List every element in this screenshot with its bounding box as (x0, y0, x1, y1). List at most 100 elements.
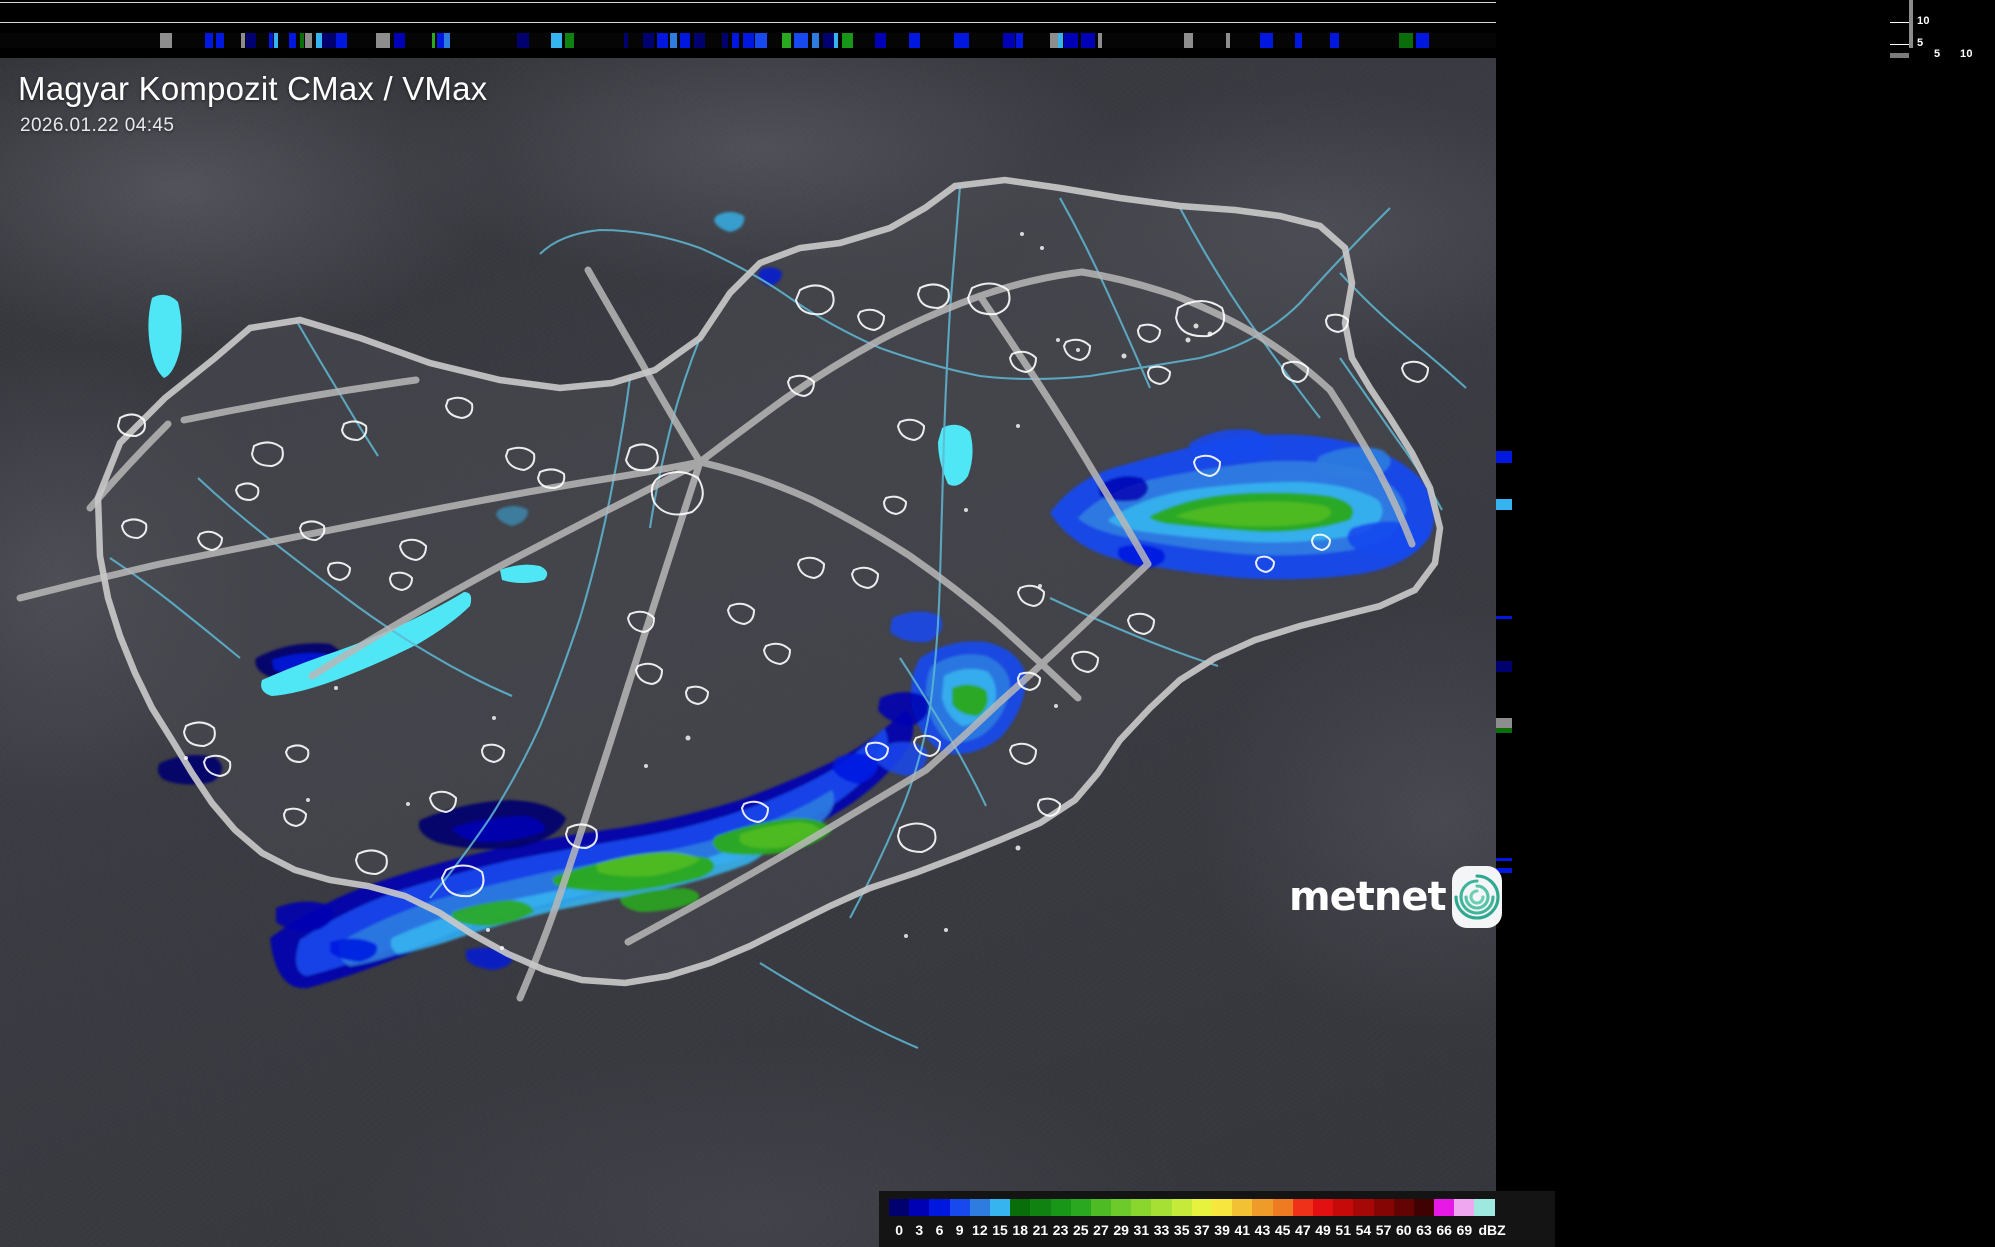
vmax-echo-pixel (1496, 661, 1512, 672)
axis-label-horizontal-10: 10 (1960, 48, 1973, 60)
vmax-echo-pixel (1399, 33, 1413, 48)
vmax-echo-pixel (1003, 33, 1015, 48)
colorbar-tick-label: 23 (1052, 1222, 1069, 1238)
vmax-echo-pixel (444, 33, 450, 48)
colorbar-swatch (1312, 1199, 1334, 1216)
colorbar-tick-label: 41 (1234, 1222, 1251, 1238)
colorbar-tick-label: 49 (1315, 1222, 1331, 1238)
vmax-echo-pixel (1496, 718, 1512, 728)
colorbar-tick-label: 63 (1416, 1222, 1432, 1238)
axis-tick-10 (1890, 22, 1909, 23)
colorbar-swatch (1434, 1199, 1455, 1216)
colorbar-swatch (929, 1199, 950, 1216)
colorbar-swatch (1353, 1199, 1374, 1216)
vmax-echo-pixel (274, 33, 278, 48)
cross-section-axes: 10 5 5 10 (1890, 0, 1995, 62)
colorbar-tick-label: 15 (992, 1222, 1008, 1238)
colorbar-gradient (889, 1199, 1495, 1216)
vmax-echo-pixel (1064, 33, 1078, 48)
colorbar-tick-label: 45 (1274, 1222, 1291, 1238)
colorbar-tick-label: 54 (1355, 1222, 1372, 1238)
vmax-echo-pixel (722, 33, 728, 48)
colorbar-tick-label: 39 (1214, 1222, 1230, 1238)
vmax-echo-pixel (694, 33, 705, 48)
settlement-dots (184, 232, 1213, 950)
vmax-echo-pixel (954, 33, 960, 48)
vmax-echo-pixel (216, 33, 224, 48)
vmax-echo-pixel (812, 33, 819, 48)
colorbar-swatch (1474, 1199, 1495, 1216)
colorbar-swatch (1030, 1199, 1051, 1216)
colorbar-tick-label: 66 (1436, 1222, 1452, 1238)
colorbar-tick-label: 35 (1173, 1222, 1190, 1238)
vmax-echo-pixel (376, 33, 390, 48)
vmax-echo-pixel (1184, 33, 1193, 48)
vmax-echo-pixel (624, 33, 628, 48)
vmax-echo-pixel (823, 33, 834, 48)
colorbar-tick-label: 37 (1194, 1222, 1210, 1238)
vmax-echo-pixel (1496, 868, 1512, 873)
axis-label-horizontal-5: 5 (1934, 48, 1941, 60)
vmax-echo-pixel (1496, 499, 1512, 510)
vmax-echo-pixel (732, 33, 739, 48)
vmax-echo-pixel (1098, 33, 1102, 48)
colorbar-swatch (889, 1199, 910, 1216)
vmax-echo-pixel (316, 33, 322, 48)
colorbar-swatch (1333, 1199, 1354, 1216)
vmax-echo-pixel (1496, 858, 1512, 861)
vmax-echo-pixel (322, 33, 336, 48)
colorbar-swatch (969, 1199, 990, 1216)
axis-label-vertical-10: 10 (1917, 15, 1930, 27)
metnet-logo[interactable]: metnet (1283, 861, 1502, 933)
vmax-echo-pixel (1496, 728, 1512, 733)
vmax-echo-pixel (1416, 33, 1429, 48)
colorbar-tick-label: 18 (1012, 1222, 1028, 1238)
vmax-echo-pixel (241, 33, 245, 48)
colorbar-swatch (1454, 1199, 1475, 1216)
axis-label-vertical-5: 5 (1917, 37, 1924, 49)
brand-name: metnet (1289, 874, 1447, 920)
vmax-echo-pixel (782, 33, 791, 48)
colorbar-swatch (1393, 1199, 1414, 1216)
colorbar-swatch (989, 1199, 1011, 1216)
vmax-echo-pixel (246, 33, 256, 48)
vmax-echo-pixel (1081, 33, 1095, 48)
vmax-echo-pixel (909, 33, 920, 48)
vmax-echo-pixel (205, 33, 213, 48)
radar-map[interactable] (0, 58, 1496, 1247)
dbz-colorbar: 0 3 6 9 12 15 18 21 23 25 27 29 31 33 35 37 39 41 43 45 47 49… (879, 1191, 1555, 1247)
colorbar-tick-label: 47 (1295, 1222, 1311, 1238)
vmax-echo-pixel (743, 33, 754, 48)
colorbar-swatch (1010, 1199, 1031, 1216)
vmax-echo-pixel (336, 33, 347, 48)
colorbar-swatch (1212, 1199, 1233, 1216)
colorbar-swatch (1232, 1199, 1253, 1216)
colorbar-swatch (1272, 1199, 1293, 1216)
vmax-echo-pixel (305, 33, 312, 48)
vmax-echo-pixel (565, 33, 574, 48)
vmax-echo-pixel (875, 33, 886, 48)
colorbar-tick-label: 57 (1375, 1222, 1392, 1238)
axis-baseline (1890, 53, 1909, 58)
vmax-echo-pixel (680, 33, 690, 48)
colorbar-tick-label: 43 (1254, 1222, 1271, 1238)
vmax-echo-pixel (289, 33, 296, 48)
vmax-echo-pixel (160, 33, 172, 48)
colorbar-swatch (1151, 1199, 1172, 1216)
vmax-echo-pixel (517, 33, 529, 48)
vmax-echo-pixel (300, 33, 304, 48)
colorbar-swatch (909, 1199, 930, 1216)
colorbar-tick-label: 31 (1133, 1222, 1150, 1238)
colorbar-swatch (1131, 1199, 1152, 1216)
colorbar-swatch (1050, 1199, 1071, 1216)
colorbar-swatch (1292, 1199, 1313, 1216)
timestamp-label: 2026.01.22 04:45 (20, 115, 175, 136)
colorbar-tick-label: 9 (955, 1222, 964, 1238)
vmax-echo-pixel (1295, 33, 1302, 48)
colorbar-tick-label: 33 (1153, 1222, 1170, 1238)
colorbar-tick-label: 21 (1032, 1222, 1049, 1238)
spiral-app-icon[interactable] (1451, 866, 1502, 928)
colorbar-tick-label: 3 (915, 1222, 924, 1238)
vmax-echo-pixel (269, 33, 273, 48)
